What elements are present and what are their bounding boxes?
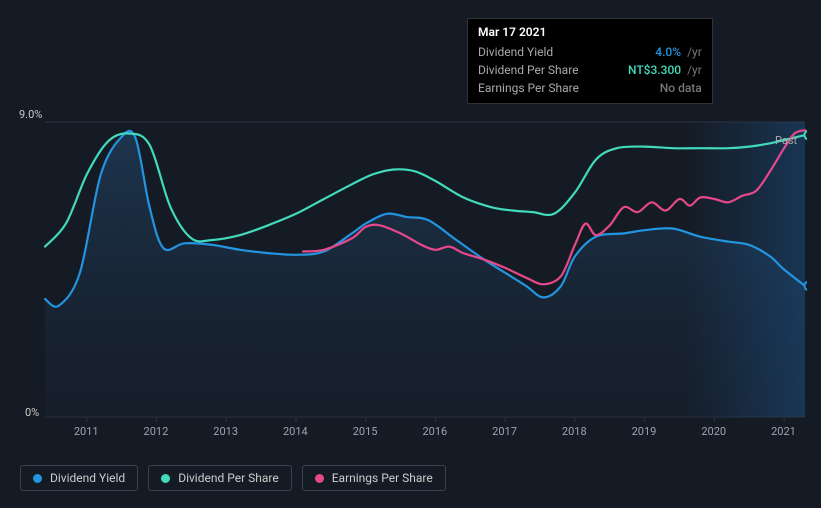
legend-item[interactable]: Dividend Yield: [20, 465, 138, 491]
y-axis-min-label: 0%: [25, 406, 39, 419]
legend-dot-icon: [161, 474, 170, 483]
legend-label: Earnings Per Share: [332, 471, 433, 485]
x-axis-label: 2013: [213, 425, 238, 438]
x-axis-label: 2016: [422, 425, 447, 438]
chart-svg: [17, 105, 807, 445]
past-label: Past: [775, 134, 797, 147]
legend-label: Dividend Per Share: [178, 471, 279, 485]
legend-dot-icon: [33, 474, 42, 483]
x-axis-label: 2015: [353, 425, 378, 438]
dividend-chart: 9.0% 0% Past 2011 2012 2013 2014 2015 2016 201…: [17, 105, 807, 445]
x-axis-label: 2019: [632, 425, 657, 438]
tooltip-row: Earnings Per Share No data: [478, 79, 702, 97]
tooltip-date: Mar 17 2021: [478, 25, 702, 39]
tooltip-row: Dividend Yield 4.0% /yr: [478, 43, 702, 61]
tooltip-row: Dividend Per Share NT$3.300 /yr: [478, 61, 702, 79]
y-axis-max-label: 9.0%: [19, 108, 42, 121]
tooltip-row-value: No data: [660, 79, 702, 97]
tooltip-row-label: Dividend Yield: [478, 43, 608, 61]
tooltip-row-value: NT$3.300 /yr: [628, 61, 702, 79]
x-axis-label: 2018: [562, 425, 587, 438]
tooltip-row-label: Dividend Per Share: [478, 61, 608, 79]
x-axis-label: 2011: [74, 425, 99, 438]
legend-item[interactable]: Dividend Per Share: [148, 465, 292, 491]
legend-item[interactable]: Earnings Per Share: [302, 465, 446, 491]
chart-legend: Dividend Yield Dividend Per Share Earnings…: [20, 465, 446, 491]
x-axis-label: 2017: [492, 425, 517, 438]
tooltip-row-label: Earnings Per Share: [478, 79, 608, 97]
x-axis-label: 2020: [701, 425, 726, 438]
legend-label: Dividend Yield: [50, 471, 125, 485]
x-axis-label: 2021: [771, 425, 796, 438]
legend-dot-icon: [315, 474, 324, 483]
chart-tooltip: Mar 17 2021 Dividend Yield4.0% /yrDivide…: [467, 18, 713, 104]
tooltip-row-value: 4.0% /yr: [655, 43, 701, 61]
x-axis-label: 2012: [144, 425, 169, 438]
x-axis-label: 2014: [283, 425, 308, 438]
